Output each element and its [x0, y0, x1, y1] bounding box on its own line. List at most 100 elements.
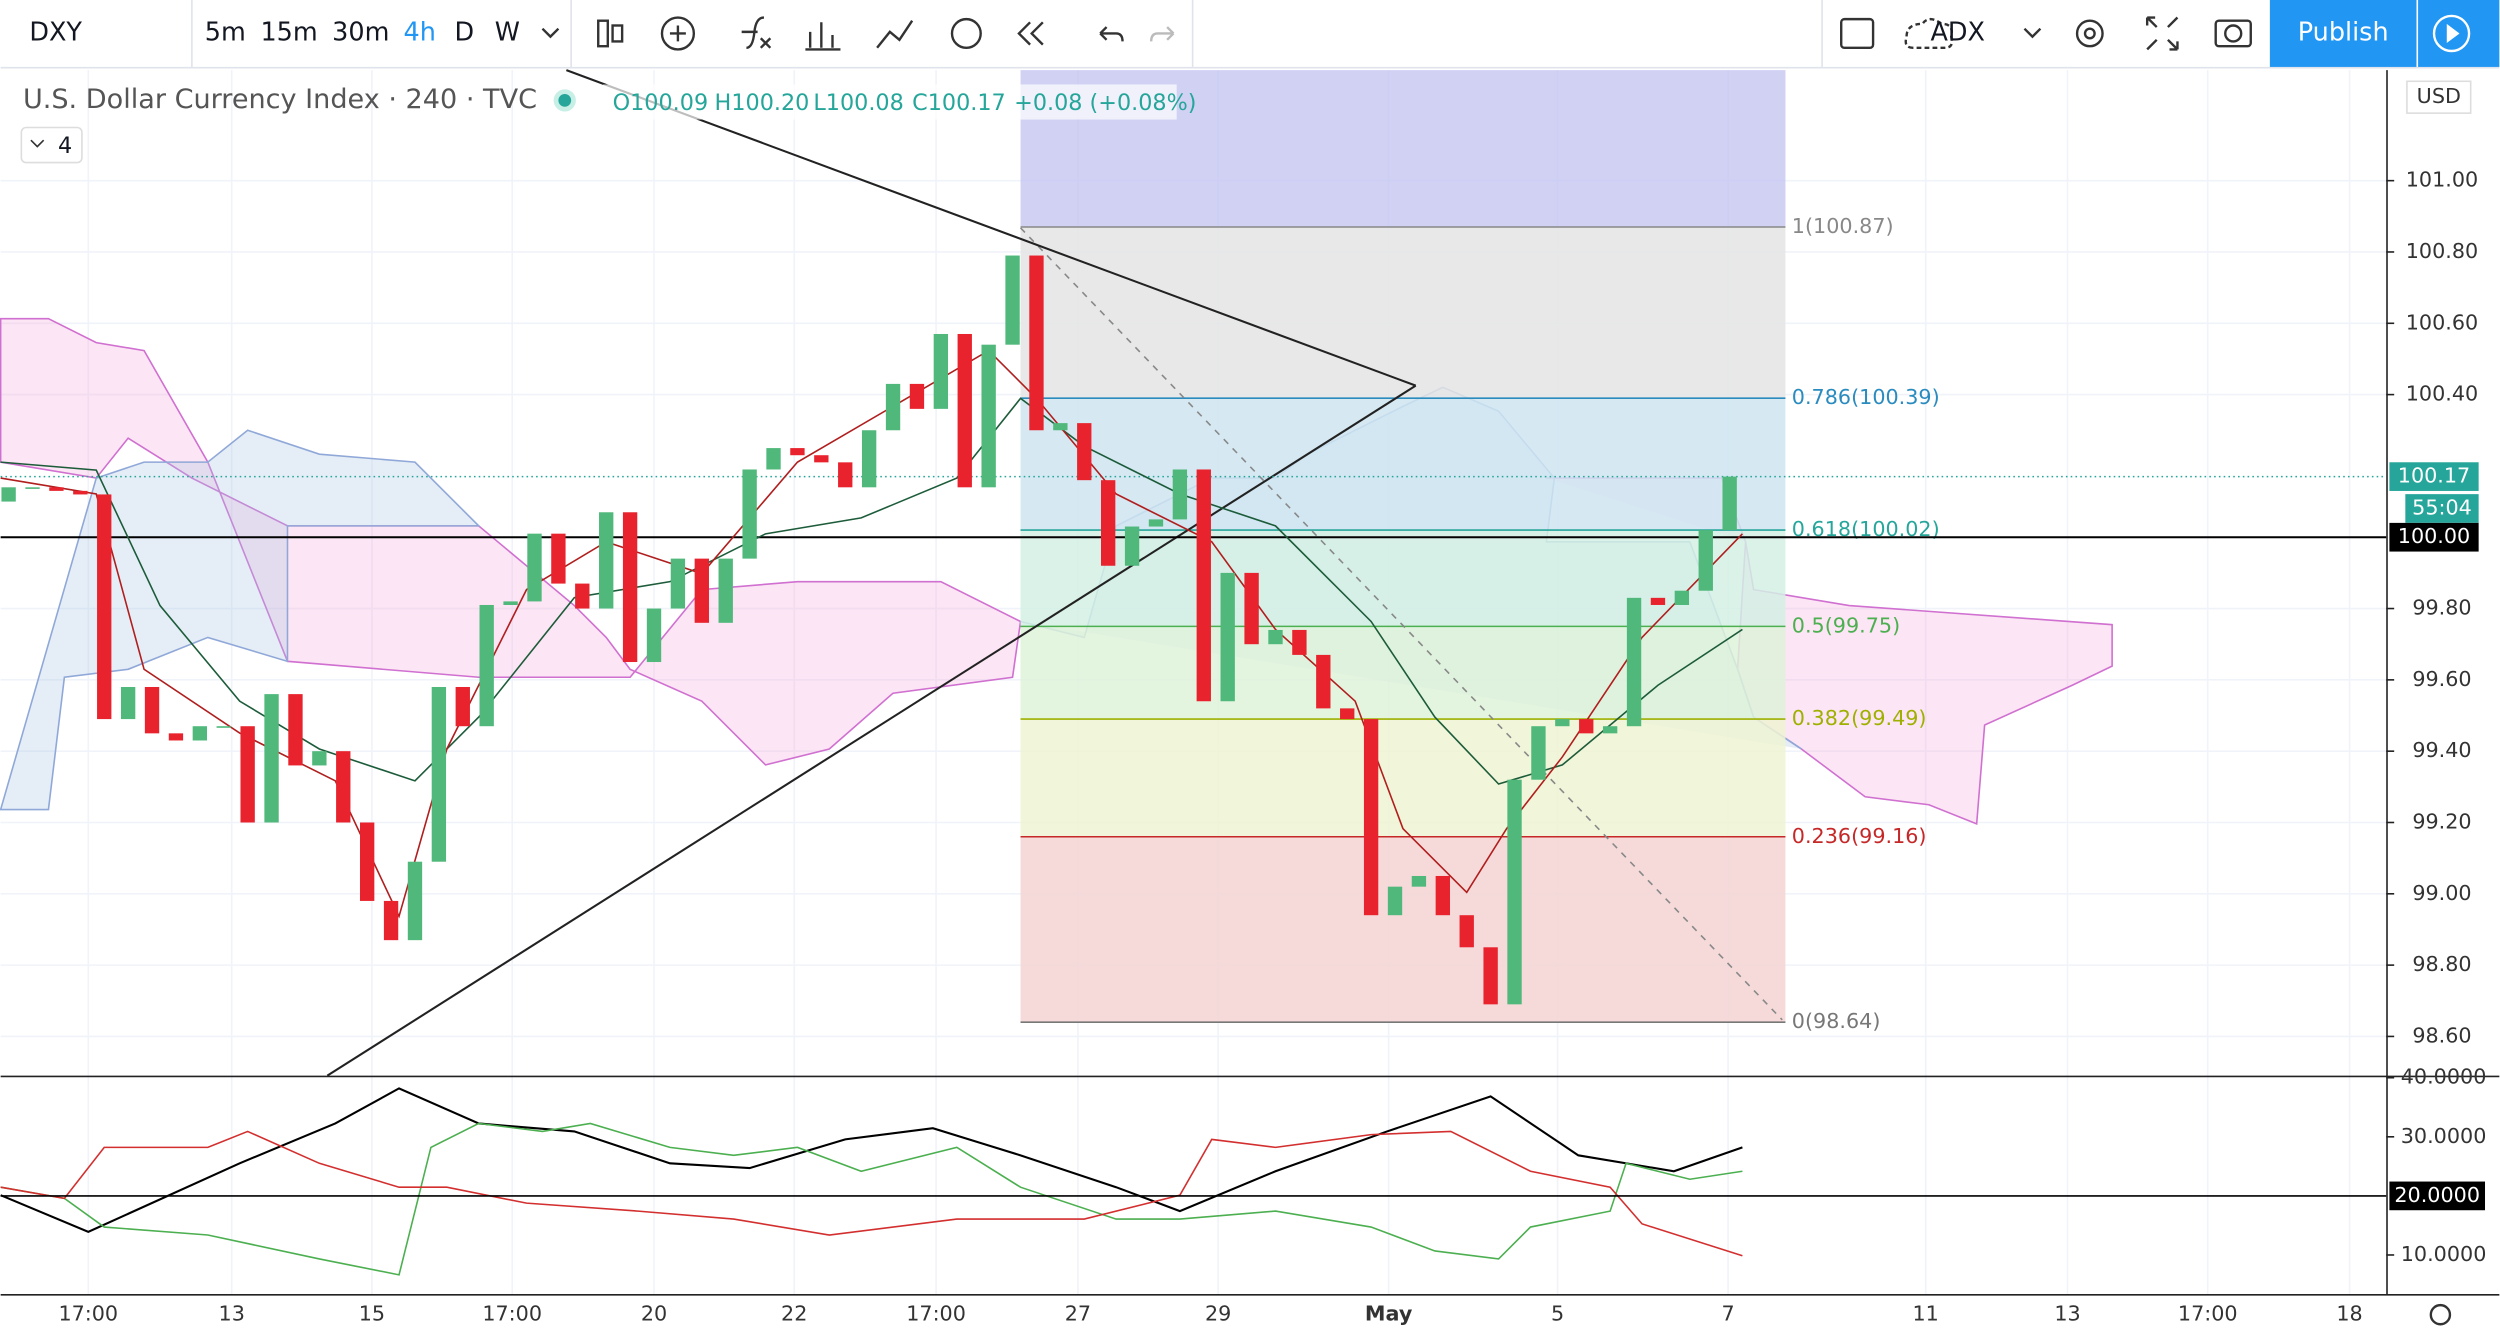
candle-body: [814, 455, 829, 463]
chart-area: 1(100.87)0.786(100.39)0.618(100.02)0.5(9…: [0, 69, 2500, 1326]
lens: [2224, 24, 2243, 43]
indicator-name[interactable]: ADX: [1930, 17, 1985, 47]
cloud-icon[interactable]: [1904, 17, 1954, 50]
candle-body: [622, 512, 638, 663]
x-tick-label: 20: [641, 1302, 667, 1326]
fullscreen-icon[interactable]: [2145, 16, 2179, 51]
y-tick-label: 99.40: [2412, 738, 2471, 762]
interval-button[interactable]: 30m: [332, 17, 389, 47]
candle-body: [1148, 519, 1164, 527]
candle-body: [718, 558, 733, 623]
candle-body: [240, 726, 255, 823]
templates-icon[interactable]: [876, 20, 914, 49]
redo-icon[interactable]: [1150, 26, 1175, 42]
candle-body: [1340, 708, 1355, 720]
candle-body: [1196, 469, 1211, 702]
candle-body: [216, 726, 231, 728]
candle-body: [766, 448, 781, 470]
legend-low: L100.08: [813, 90, 903, 116]
interval-button[interactable]: 15m: [260, 17, 317, 47]
settings-icon[interactable]: [2075, 19, 2104, 48]
interval-button[interactable]: W: [495, 17, 520, 47]
di-plus: [0, 1122, 1743, 1276]
countdown: 55:04: [2412, 495, 2472, 519]
x-tick-label: 7: [1721, 1302, 1734, 1326]
fib-label: 0.5(99.75): [1792, 613, 1900, 637]
adx-y-tick-label: 40.0000: [2401, 1065, 2487, 1089]
publish-button[interactable]: [2269, 0, 2417, 67]
x-tick-label: 11: [1912, 1302, 1938, 1326]
replay-icon[interactable]: [1017, 21, 1044, 46]
indicator-toggle[interactable]: [20, 126, 83, 164]
candle-body: [49, 487, 64, 491]
candle-body: [1387, 886, 1403, 916]
cloud-bullish: [0, 429, 481, 811]
x-tick-label: 29: [1205, 1302, 1231, 1326]
last-price-bg: [2389, 462, 2479, 491]
y-tick-label: 100.40: [2406, 382, 2478, 406]
rect-icon[interactable]: [1840, 17, 1875, 50]
x-tick-label: 17:00: [906, 1302, 966, 1326]
fib-zone: [1020, 530, 1786, 627]
symbol[interactable]: DXY: [29, 17, 82, 47]
play-arrow: [2446, 23, 2460, 44]
interval-button[interactable]: 5m: [205, 17, 246, 47]
candle-body: [1507, 779, 1522, 1005]
x-tick-label: 17:00: [2178, 1302, 2238, 1326]
candle-body: [694, 558, 709, 623]
settings-gear[interactable]: [2429, 1303, 2452, 1326]
candle-body: [670, 558, 686, 609]
candle-body: [1626, 597, 1642, 727]
trend-line: [566, 69, 1417, 387]
candle-body: [1435, 875, 1450, 916]
y-tick-label: 98.60: [2412, 1023, 2471, 1047]
candle-body: [431, 686, 447, 862]
interval-button[interactable]: 4h: [404, 17, 436, 47]
candle-body: [1172, 469, 1188, 520]
candle-body: [909, 383, 925, 409]
candle-icon-2: [611, 24, 624, 43]
candle-body: [1029, 255, 1044, 431]
candle-body: [312, 751, 327, 766]
x-tick-label: 13: [2054, 1302, 2080, 1326]
legend-change: +0.08 (+0.08%): [1014, 90, 1196, 116]
x-tick-label: 18: [2336, 1302, 2362, 1326]
legend-high: H100.20: [715, 90, 810, 116]
y-tick-label: 101.00: [2406, 168, 2478, 192]
candle-body: [838, 462, 853, 488]
snapshot-icon[interactable]: [2214, 19, 2252, 48]
x-tick-label: May: [1365, 1302, 1413, 1326]
x-tick-label: 22: [781, 1302, 807, 1326]
fib-zone: [1020, 719, 1786, 837]
trend-line: [326, 384, 1417, 1077]
interval-dropdown[interactable]: [541, 27, 560, 39]
candle-body: [455, 686, 470, 727]
indicator-add-icon[interactable]: [660, 16, 696, 51]
candle-body: [1005, 255, 1020, 345]
candle-body: [336, 751, 351, 823]
candle-body: [1268, 629, 1283, 645]
status-dot: [558, 94, 572, 107]
compare-icon[interactable]: [805, 22, 841, 51]
undo-icon[interactable]: [1099, 26, 1124, 42]
fib-zone: [1020, 398, 1786, 531]
candle-body: [1124, 526, 1140, 566]
fx-icon[interactable]: [741, 16, 772, 50]
series-title: U.S. Dollar Currency Index · 240 · TVC: [23, 84, 537, 115]
adx-dropdown[interactable]: [2023, 27, 2042, 39]
interval-button[interactable]: D: [455, 17, 475, 47]
candle-body: [981, 344, 996, 488]
candle-icon[interactable]: [597, 19, 609, 48]
candle-body: [790, 448, 805, 456]
candle-body: [861, 430, 877, 488]
candle-body: [288, 694, 303, 766]
candle-body: [1292, 629, 1307, 655]
candle-body: [551, 533, 566, 584]
fib-zone: [1020, 836, 1786, 1023]
alert-icon[interactable]: [950, 17, 982, 50]
legend-close: C100.17: [912, 90, 1006, 116]
candle-body: [1555, 719, 1570, 727]
candle-body: [264, 694, 279, 823]
y-tick-label: 98.80: [2412, 952, 2471, 976]
